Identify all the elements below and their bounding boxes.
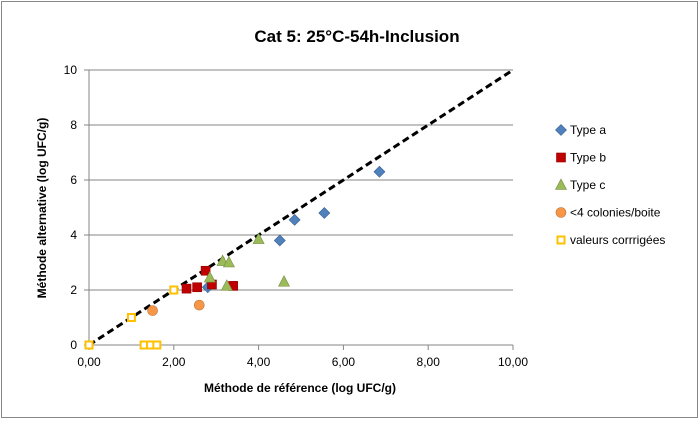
x-tick-label: 6,00 xyxy=(332,355,356,369)
legend-label: Type a xyxy=(570,123,606,137)
legend-label: Type c xyxy=(570,178,605,192)
y-tick-label: 6 xyxy=(70,173,77,187)
series-3 xyxy=(147,299,205,316)
x-tick-label: 4,00 xyxy=(247,355,271,369)
reference-line-layer xyxy=(88,68,514,347)
legend-marker xyxy=(555,124,567,136)
data-point xyxy=(220,279,233,291)
series-1 xyxy=(181,265,238,294)
data-point xyxy=(252,232,265,244)
data-point xyxy=(222,255,235,268)
x-tick-label: 10,00 xyxy=(498,355,528,369)
y-tick-label: 10 xyxy=(64,63,78,77)
data-point xyxy=(288,213,301,226)
x-tick-label: 2,00 xyxy=(162,355,186,369)
x-tick-label: 8,00 xyxy=(417,355,441,369)
y-axis-label: Méthode alternative (log UFC/g) xyxy=(35,118,49,299)
legend: Type a Type b Type c <4 colonies/boite valeu… xyxy=(555,123,665,247)
data-point xyxy=(193,299,205,311)
grid-lines xyxy=(89,69,513,291)
tick-labels: 0 2 4 6 8 10 0,00 2,00 4,00 6,00 8,00 10,00 xyxy=(64,63,529,369)
legend-label: <4 colonies/boite xyxy=(570,206,661,220)
data-point xyxy=(192,282,202,293)
legend-marker xyxy=(555,207,567,218)
data-point xyxy=(200,265,211,276)
data-point xyxy=(126,313,136,322)
legend-entry: Type b xyxy=(556,151,606,165)
data-point xyxy=(278,275,291,287)
data-point xyxy=(373,165,386,178)
data-point xyxy=(203,270,216,283)
y-tick-label: 8 xyxy=(70,118,77,132)
legend-label: valeurs corrrigées xyxy=(570,233,665,247)
y-tick-label: 2 xyxy=(70,283,77,297)
data-point xyxy=(147,305,158,316)
data-points xyxy=(84,165,386,350)
data-point xyxy=(273,234,286,247)
legend-entry: <4 colonies/boite xyxy=(555,206,661,220)
legend-entry: Type c xyxy=(555,178,605,192)
data-point xyxy=(318,207,331,219)
legend-marker xyxy=(555,178,567,190)
series-2 xyxy=(203,232,291,291)
legend-marker xyxy=(556,152,566,163)
y-tick-label: 0 xyxy=(70,338,77,352)
x-tick-label: 0,00 xyxy=(77,355,101,369)
series-4 xyxy=(84,285,179,350)
x-axis-label: Méthode de référence (log UFC/g) xyxy=(204,381,396,395)
legend-marker xyxy=(556,235,566,245)
legend-entry: Type a xyxy=(555,123,606,137)
data-point xyxy=(84,340,94,350)
data-point xyxy=(169,285,179,295)
legend-label: Type b xyxy=(570,151,606,165)
data-point xyxy=(181,283,192,294)
legend-entry: valeurs corrrigées xyxy=(556,233,665,247)
data-point xyxy=(152,340,162,350)
chart-title: Cat 5: 25°C-54h-Inclusion xyxy=(254,27,459,46)
y-tick-label: 4 xyxy=(70,228,77,242)
reference-line xyxy=(88,68,514,347)
